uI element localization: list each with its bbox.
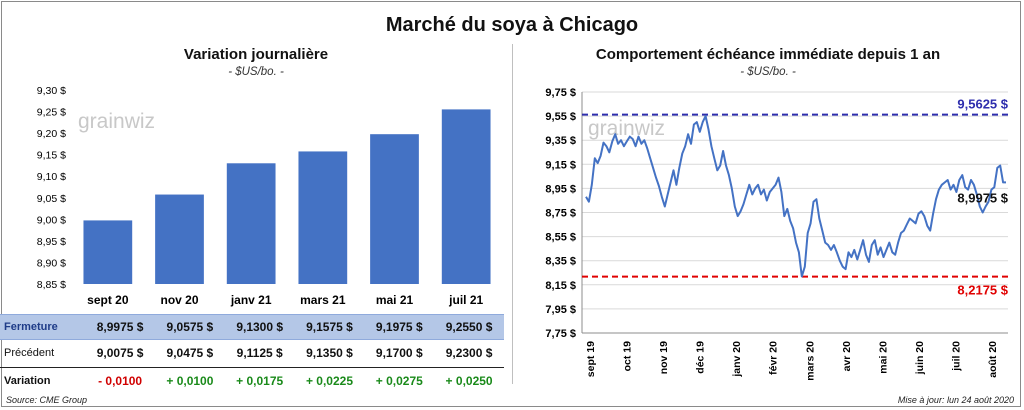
table-row-fermeture: Fermeture 8,9975 $ 9,0575 $ 9,1300 $ 9,1… — [0, 314, 504, 340]
x-tick-label: oct 19 — [622, 341, 634, 372]
y-tick-label: 8,95 $ — [545, 183, 576, 195]
table-row-precedent: Précédent 9,0075 $ 9,0475 $ 9,1125 $ 9,1… — [0, 340, 504, 366]
y-tick-label: 8,55 $ — [545, 232, 576, 244]
y-tick-label: 7,95 $ — [545, 304, 576, 316]
y-tick-label: 9,10 $ — [37, 171, 66, 183]
x-tick-label: sept 20 — [87, 293, 129, 307]
table-cell: 9,1300 $ — [236, 320, 284, 334]
y-tick-label: 9,00 $ — [37, 214, 66, 226]
table-cell: 9,1575 $ — [306, 320, 353, 334]
y-tick-label: 9,20 $ — [37, 128, 66, 140]
y-tick-label: 8,75 $ — [545, 208, 576, 220]
low-label: 8,2175 $ — [957, 283, 1008, 298]
table-cell: 9,0575 $ — [166, 320, 214, 334]
bar — [370, 134, 419, 284]
x-tick-label: juin 20 — [914, 341, 926, 375]
x-tick-label: mars 21 — [300, 293, 346, 307]
update-note: Mise à jour: lun 24 août 2020 — [897, 395, 1014, 405]
bar — [155, 194, 204, 284]
x-tick-label: juil 21 — [448, 293, 483, 307]
table-cell: 9,1350 $ — [306, 346, 353, 360]
row-label: Précédent — [4, 347, 55, 359]
table-cell: 9,0075 $ — [96, 346, 144, 360]
y-tick-label: 9,30 $ — [37, 85, 66, 97]
y-tick-label: 9,15 $ — [37, 150, 66, 162]
main-title: Marché du soya à Chicago — [385, 14, 639, 36]
left-chart-title: Variation journalière — [183, 46, 329, 63]
y-tick-label: 7,75 $ — [545, 328, 576, 340]
table-cell-change: + 0,0250 — [445, 373, 493, 388]
left-chart-unit: - $US/bo. - — [228, 66, 284, 78]
table-cell-change: + 0,0225 — [305, 373, 353, 388]
table-cell: 8,9975 $ — [96, 320, 144, 334]
x-tick-label: févr 20 — [768, 341, 780, 375]
table-cell-change: - 0,0100 — [98, 373, 143, 388]
source-note: Source: CME Group — [6, 395, 88, 405]
bar — [226, 163, 276, 284]
table-cell: 9,1700 $ — [375, 346, 423, 360]
table-cell: 9,2300 $ — [445, 346, 493, 360]
x-tick-label: avr 20 — [841, 341, 853, 372]
y-tick-label: 8,85 $ — [37, 279, 66, 291]
line-chart: 7,75 $ 7,95 $ 8,15 $ 8,35 $ 8,55 $ 8,75 $ 8,95… — [545, 87, 1008, 381]
x-tick-label: déc 19 — [695, 341, 707, 374]
last-price-label: 8,9975 $ — [957, 191, 1008, 206]
right-chart-title: Comportement échéance immédiate depuis 1… — [595, 46, 941, 63]
table-cell: 9,2550 $ — [445, 320, 493, 334]
x-tick-label: mai 21 — [376, 293, 414, 307]
x-tick-label: mars 20 — [804, 341, 816, 381]
table-cell-change: + 0,0100 — [166, 373, 214, 388]
y-tick-label: 8,95 $ — [37, 236, 66, 248]
table-cell: 9,1125 $ — [236, 346, 283, 360]
high-label: 9,5625 $ — [957, 97, 1008, 112]
bar — [441, 109, 491, 285]
row-label: Fermeture — [4, 321, 58, 333]
y-tick-label: 8,15 $ — [545, 280, 576, 292]
x-tick-label: juil 20 — [950, 341, 962, 372]
watermark: grainwiz — [78, 110, 155, 133]
y-tick-label: 9,15 $ — [545, 159, 576, 171]
table-cell: 9,0475 $ — [166, 346, 214, 360]
x-tick-label: mai 20 — [877, 341, 889, 374]
bar-chart: 8,85 $ 8,90 $ 8,95 $ 9,00 $ 9,05 $ 9,10 $ 9,15… — [37, 85, 491, 307]
x-tick-label: sept 19 — [585, 341, 597, 377]
x-tick-label: nov 19 — [658, 341, 670, 374]
x-tick-label: août 20 — [987, 341, 999, 378]
panel-divider — [512, 44, 513, 384]
x-tick-label: janv 21 — [230, 293, 272, 307]
row-label: Variation — [4, 374, 51, 387]
table-row-variation: Variation - 0,0100 + 0,0100 + 0,0175 + 0… — [0, 367, 504, 393]
watermark: grainwiz — [588, 117, 665, 140]
x-tick-label: janv 20 — [731, 341, 743, 378]
table-cell-change: + 0,0275 — [375, 373, 423, 388]
table-cell: 9,1975 $ — [375, 320, 423, 334]
price-series-line — [585, 115, 1006, 278]
y-tick-label: 9,05 $ — [37, 193, 66, 205]
y-tick-label: 8,35 $ — [545, 256, 576, 268]
x-tick-label: nov 20 — [160, 293, 198, 307]
y-tick-label: 9,55 $ — [545, 111, 576, 123]
y-tick-label: 8,90 $ — [37, 257, 66, 269]
right-chart-unit: - $US/bo. - — [740, 66, 796, 78]
y-tick-label: 9,35 $ — [545, 135, 576, 147]
bar — [298, 151, 348, 284]
table-cell-change: + 0,0175 — [236, 373, 284, 388]
y-tick-label: 9,75 $ — [545, 87, 576, 99]
bar — [83, 220, 133, 284]
y-tick-label: 9,25 $ — [37, 107, 66, 119]
